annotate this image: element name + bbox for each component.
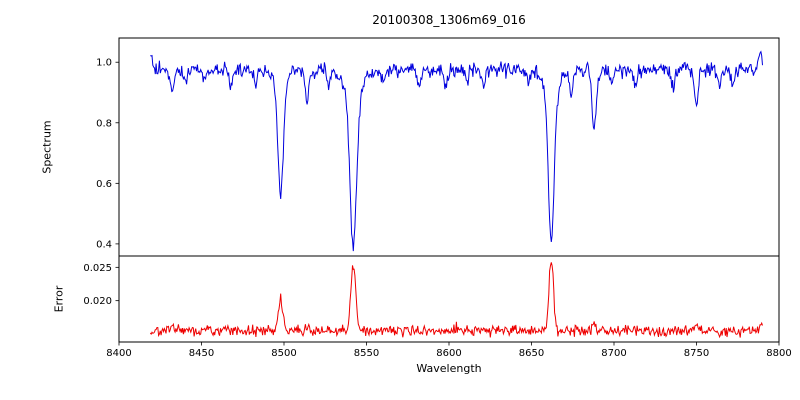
- chart-title: 20100308_1306m69_016: [372, 13, 526, 27]
- x-tick-label: 8700: [601, 348, 626, 359]
- x-tick-label: 8750: [684, 348, 709, 359]
- error-y-axis-label: Error: [52, 285, 66, 313]
- x-tick-label: 8400: [106, 348, 131, 359]
- error-y-tick-label: 0.020: [83, 296, 112, 307]
- spectrum-line: [150, 50, 763, 252]
- spectrum-y-axis-label: Spectrum: [40, 120, 54, 174]
- spectrum-y-tick-label: 0.4: [96, 239, 112, 250]
- x-tick-label: 8600: [436, 348, 461, 359]
- spectrum-y-tick-label: 0.8: [96, 118, 112, 129]
- x-tick-label: 8650: [519, 348, 544, 359]
- x-tick-label: 8500: [271, 348, 296, 359]
- x-tick-label: 8800: [766, 348, 791, 359]
- error-line: [149, 262, 763, 339]
- x-tick-label: 8550: [354, 348, 379, 359]
- x-axis-label: Wavelength: [416, 362, 482, 375]
- spectrum-y-tick-label: 0.6: [96, 179, 112, 190]
- x-tick-label: 8450: [189, 348, 214, 359]
- error-y-tick-label: 0.025: [83, 263, 112, 274]
- spectrum-y-tick-label: 1.0: [96, 58, 112, 69]
